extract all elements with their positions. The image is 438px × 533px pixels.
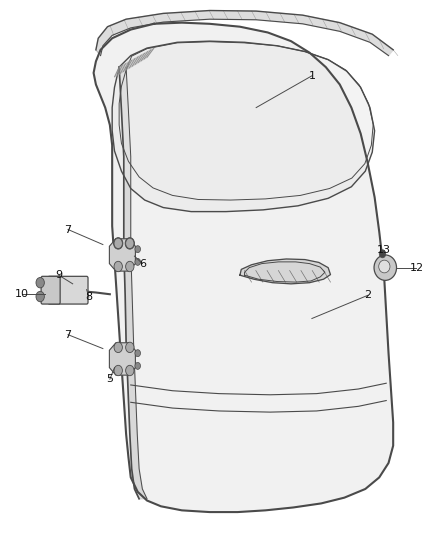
Circle shape <box>126 261 134 272</box>
Text: 2: 2 <box>364 290 371 301</box>
Circle shape <box>379 250 386 258</box>
Circle shape <box>126 365 134 376</box>
Text: 8: 8 <box>85 292 92 302</box>
Text: 10: 10 <box>14 289 28 298</box>
Text: 1: 1 <box>308 71 315 81</box>
Circle shape <box>114 261 122 272</box>
Text: 6: 6 <box>139 259 146 269</box>
FancyBboxPatch shape <box>48 276 88 304</box>
Circle shape <box>36 292 44 302</box>
Polygon shape <box>96 11 393 55</box>
Ellipse shape <box>379 260 390 273</box>
Polygon shape <box>114 48 154 77</box>
Circle shape <box>126 238 134 248</box>
Text: 12: 12 <box>410 263 424 273</box>
FancyBboxPatch shape <box>41 276 60 304</box>
Text: 5: 5 <box>106 374 113 384</box>
Text: 9: 9 <box>55 270 62 280</box>
Text: 7: 7 <box>64 330 71 340</box>
Circle shape <box>113 238 123 249</box>
Circle shape <box>135 362 141 369</box>
Circle shape <box>135 246 141 253</box>
Circle shape <box>114 238 122 248</box>
Circle shape <box>36 278 44 288</box>
Circle shape <box>126 342 134 353</box>
Polygon shape <box>112 41 374 212</box>
Text: 13: 13 <box>377 245 391 255</box>
Polygon shape <box>110 239 135 271</box>
Text: 7: 7 <box>64 224 71 235</box>
Circle shape <box>125 238 134 249</box>
Polygon shape <box>110 343 135 375</box>
Circle shape <box>135 259 141 265</box>
Polygon shape <box>240 259 331 284</box>
Circle shape <box>135 350 141 357</box>
Circle shape <box>114 342 122 353</box>
Ellipse shape <box>374 255 396 280</box>
Circle shape <box>114 365 122 376</box>
Polygon shape <box>119 67 147 499</box>
Polygon shape <box>94 22 393 512</box>
